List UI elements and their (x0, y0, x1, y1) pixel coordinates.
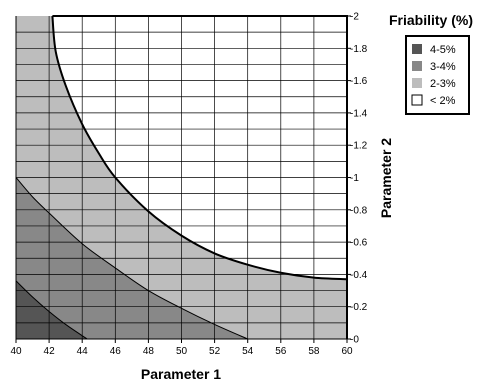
y-axis-label: Parameter 2 (378, 138, 394, 218)
x-tick-label: 48 (143, 346, 155, 357)
x-tick-label: 42 (44, 346, 56, 357)
region-4-5 (16, 280, 88, 339)
x-tick-label: 60 (341, 346, 353, 357)
legend-label: 3-4% (430, 61, 456, 73)
y-tick-label: -0 (350, 335, 359, 346)
region-3-4 (16, 177, 248, 339)
y-tick-label: -0.6 (350, 238, 368, 249)
legend-label: < 2% (430, 95, 456, 107)
y-tick-label: -2 (350, 12, 359, 23)
y-tick-label: -1.2 (350, 141, 368, 152)
y-tick-label: -0.4 (350, 270, 368, 281)
x-axis-label: Parameter 1 (141, 366, 221, 381)
legend-swatch (412, 61, 422, 71)
x-tick-label: 52 (209, 346, 221, 357)
y-tick-label: -1.4 (350, 108, 368, 119)
contour-lines (16, 16, 347, 339)
legend-swatch (411, 94, 423, 106)
legend: 4-5% 3-4% 2-3% < 2% (405, 35, 470, 115)
y-tick-label: -1.6 (350, 76, 368, 87)
grid-lines (16, 16, 347, 339)
x-tick-label: 44 (77, 346, 89, 357)
legend-title: Friability (%) (389, 12, 473, 28)
contour-line-3-4 (16, 177, 248, 339)
x-tick-label: 56 (275, 346, 287, 357)
y-tick-label: -1.8 (350, 44, 368, 55)
x-tick-label: 58 (308, 346, 320, 357)
legend-swatch (412, 44, 422, 54)
legend-label: 2-3% (430, 78, 456, 90)
y-axis-ticks: -0 -0.2 -0.4 -0.6 -0.8 -1 -1.2 -1.4 -1.6 -1.8 -2 (347, 12, 368, 346)
legend-label: 4-5% (430, 44, 456, 56)
legend-swatch (412, 78, 422, 88)
x-tick-label: 50 (176, 346, 188, 357)
x-tick-label: 40 (10, 346, 22, 357)
x-axis-ticks: 40 42 44 46 48 50 52 54 56 58 60 (10, 339, 353, 357)
contour-line-4-5 (16, 280, 88, 339)
x-tick-label: 46 (110, 346, 122, 357)
y-tick-label: -1 (350, 173, 359, 184)
x-tick-label: 54 (242, 346, 254, 357)
y-tick-label: -0.2 (350, 302, 368, 313)
contour-line-2-3 (51, 16, 347, 281)
region-lt-2 (52, 16, 347, 280)
y-tick-label: -0.8 (350, 205, 368, 216)
